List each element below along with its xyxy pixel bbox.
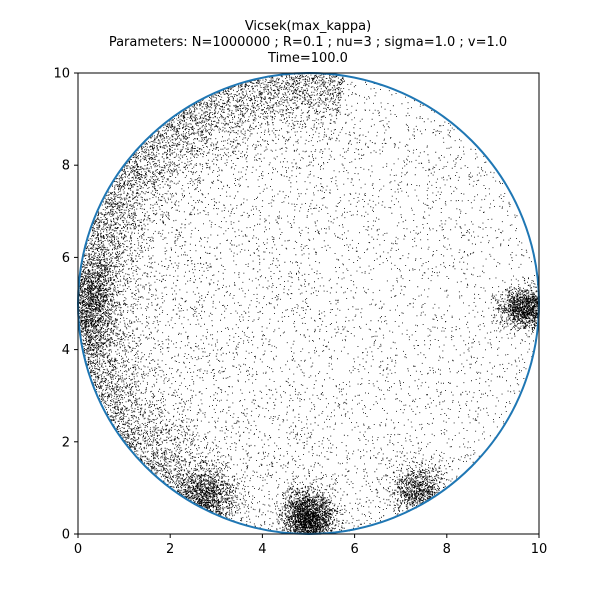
title-line-2: Parameters: N=1000000 ; R=0.1 ; nu=3 ; s…	[109, 35, 507, 50]
axes-spines	[77, 72, 540, 535]
axes-frame	[77, 72, 540, 535]
y-tick-label: 4	[62, 343, 70, 358]
plot-area: 0 2 4 6 8 10 0 2 4 6 8 10	[53, 67, 547, 558]
y-axis-ticks: 0 2 4 6 8 10	[53, 67, 78, 543]
title-line-3: Time=100.0	[267, 51, 348, 66]
y-tick-label: 2	[62, 435, 70, 450]
particle-points	[78, 73, 540, 535]
y-tick-label: 0	[62, 528, 70, 543]
x-tick-label: 10	[531, 542, 548, 557]
scatter-points	[78, 73, 540, 535]
x-tick-label: 6	[350, 542, 358, 557]
x-tick-label: 4	[258, 542, 266, 557]
x-tick-label: 0	[74, 542, 82, 557]
x-axis-ticks: 0 2 4 6 8 10	[74, 534, 547, 557]
x-tick-label: 8	[443, 542, 451, 557]
x-tick-label: 2	[166, 542, 174, 557]
y-tick-label: 10	[53, 67, 70, 82]
chart-title: Vicsek(max_kappa) Parameters: N=1000000 …	[109, 19, 507, 66]
y-tick-label: 6	[62, 251, 70, 266]
y-tick-label: 8	[62, 159, 70, 174]
title-line-1: Vicsek(max_kappa)	[245, 19, 371, 34]
